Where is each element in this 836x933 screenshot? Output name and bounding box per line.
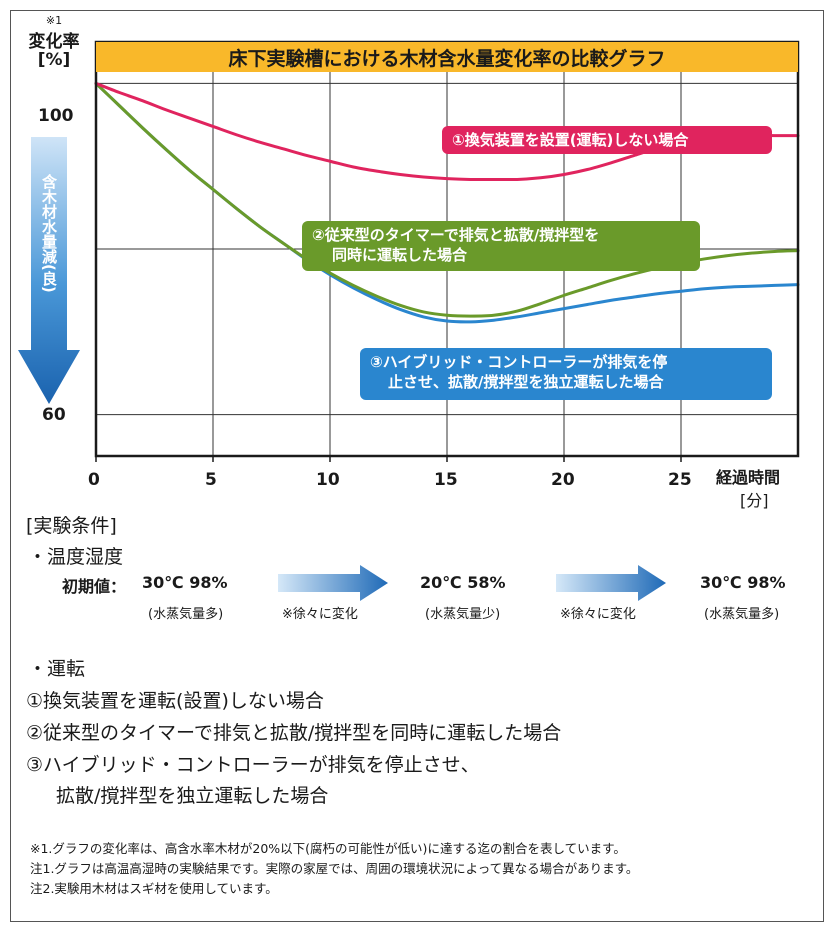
x-axis-label: 経過時間 bbox=[716, 468, 781, 487]
operation-1: ①換気装置を運転(設置)しない場合 bbox=[26, 690, 324, 712]
series-3-label-line2: 止させ、拡散/撹拌型を独立運転した場合 bbox=[388, 373, 664, 391]
stage3-value: 30℃ 98% bbox=[700, 573, 786, 592]
stage1-note: (水蒸気量多) bbox=[148, 607, 224, 622]
x-tick-5: 5 bbox=[205, 470, 217, 490]
x-tick-15: 15 bbox=[434, 470, 458, 490]
x-tick-10: 10 bbox=[316, 470, 340, 490]
y-axis-label: 変化率 bbox=[28, 32, 80, 52]
series-3-label: ③ハイブリッド・コントローラーが排気を停 止させ、拡散/撹拌型を独立運転した場合 bbox=[360, 348, 772, 400]
arrow1-note: ※徐々に変化 bbox=[282, 607, 358, 622]
conditions-heading: [実験条件] bbox=[26, 515, 117, 537]
operation-3-line2: 拡散/撹拌型を独立運転した場合 bbox=[56, 785, 329, 807]
arrow-right-icon bbox=[278, 565, 388, 601]
arrow-right-icon bbox=[556, 565, 666, 601]
x-axis-unit: [分] bbox=[740, 491, 769, 510]
stage2-note: (水蒸気量少) bbox=[425, 607, 501, 622]
y-axis-note: ※1 bbox=[45, 14, 63, 27]
direction-label: 含木材水量減(良) bbox=[40, 174, 58, 293]
operation-heading: ・運転 bbox=[28, 658, 86, 680]
operation-3-line1: ③ハイブリッド・コントローラーが排気を停止させ、 bbox=[26, 754, 480, 776]
series-2-label: ②従来型のタイマーで排気と拡散/撹拌型を 同時に運転した場合 bbox=[302, 221, 700, 271]
stage2-value: 20℃ 58% bbox=[420, 573, 506, 592]
series-1-label: ①換気装置を設置(運転)しない場合 bbox=[442, 126, 772, 154]
footnote-3: 注2.実験用木材はスギ材を使用しています。 bbox=[30, 881, 278, 896]
y-tick-100: 100 bbox=[38, 106, 74, 126]
footnote-1: ※1.グラフの変化率は、高含水率木材が20%以下(腐朽の可能性が低い)に達する迄… bbox=[30, 841, 626, 856]
stage1-value: 30℃ 98% bbox=[142, 573, 228, 592]
operation-2: ②従来型のタイマーで排気と拡散/撹拌型を同時に運転した場合 bbox=[26, 722, 562, 744]
stage3-note: (水蒸気量多) bbox=[704, 607, 780, 622]
y-tick-60: 60 bbox=[42, 405, 66, 425]
x-tick-0: 0 bbox=[88, 470, 100, 490]
down-arrow-icon bbox=[18, 137, 80, 404]
series-3-label-line1: ③ハイブリッド・コントローラーが排気を停 bbox=[370, 353, 668, 371]
initial-label: 初期値： bbox=[62, 577, 127, 596]
x-tick-20: 20 bbox=[551, 470, 575, 490]
chart-title: 床下実験槽における木材含水量変化率の比較グラフ bbox=[96, 42, 798, 72]
y-axis-unit: [%] bbox=[37, 50, 71, 70]
footnote-2: 注1.グラフは高温高湿時の実験結果です。実際の家屋では、周囲の環境状況によって異… bbox=[30, 861, 639, 876]
figure-frame bbox=[10, 10, 824, 922]
series-2-label-line2: 同時に運転した場合 bbox=[332, 246, 468, 264]
series-2-label-line1: ②従来型のタイマーで排気と拡散/撹拌型を bbox=[312, 226, 600, 244]
arrow2-note: ※徐々に変化 bbox=[560, 607, 636, 622]
temp-humidity-heading: ・温度湿度 bbox=[28, 546, 124, 568]
x-tick-25: 25 bbox=[668, 470, 692, 490]
